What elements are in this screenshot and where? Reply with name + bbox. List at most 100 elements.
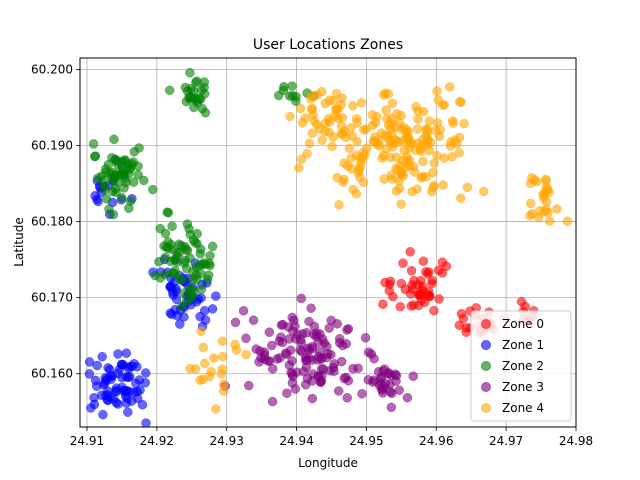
data-point (448, 118, 458, 128)
data-point (406, 265, 417, 276)
data-point (317, 86, 327, 97)
data-point (444, 82, 455, 92)
x-tick-label: 24.98 (559, 434, 593, 448)
data-point (438, 180, 448, 190)
data-point (285, 345, 296, 355)
data-point (202, 274, 213, 285)
data-point (393, 137, 404, 147)
data-point (204, 258, 214, 269)
data-point (363, 347, 374, 358)
data-point (139, 175, 149, 186)
data-point (541, 176, 551, 186)
data-point (294, 163, 304, 173)
data-point (129, 147, 140, 157)
data-point (113, 349, 123, 359)
data-point (134, 375, 145, 385)
x-tick-label: 24.96 (419, 434, 453, 448)
data-point (400, 284, 411, 295)
legend-label: Zone 1 (502, 338, 544, 352)
data-point (342, 393, 352, 403)
y-axis-label: Latitude (12, 217, 26, 266)
data-point (339, 158, 349, 168)
data-point (241, 349, 251, 360)
data-point (427, 278, 437, 289)
data-point (344, 143, 355, 154)
data-point (198, 342, 209, 353)
data-point (456, 193, 466, 204)
data-point (207, 304, 218, 314)
data-point (541, 197, 552, 207)
data-point (230, 317, 241, 328)
data-point (199, 77, 210, 87)
data-point (387, 98, 398, 109)
data-point (230, 339, 240, 350)
data-point (154, 256, 164, 267)
data-point (324, 117, 335, 127)
data-point (206, 366, 216, 377)
data-point (91, 381, 102, 391)
data-point (103, 363, 113, 373)
data-point (195, 249, 205, 259)
legend-marker (481, 403, 491, 413)
data-point (88, 139, 99, 149)
data-point (429, 305, 439, 316)
data-point (98, 409, 108, 420)
data-point (118, 166, 128, 177)
legend-marker (481, 319, 491, 329)
data-point (362, 143, 372, 153)
data-point (217, 364, 228, 374)
data-point (324, 323, 334, 333)
data-point (302, 148, 312, 159)
data-point (434, 131, 445, 142)
data-point (398, 258, 408, 268)
data-point (180, 255, 190, 266)
data-point (209, 353, 219, 363)
data-point (429, 180, 439, 191)
data-point (424, 116, 435, 126)
data-point (404, 161, 415, 172)
data-point (461, 323, 472, 333)
data-point (112, 177, 123, 187)
data-point (394, 385, 404, 395)
data-point (207, 241, 218, 252)
data-point (384, 286, 395, 296)
data-point (378, 299, 388, 309)
data-point (542, 184, 553, 195)
data-point (288, 371, 298, 382)
data-point (428, 167, 438, 178)
data-point (313, 371, 324, 382)
data-point (312, 355, 322, 365)
data-point (190, 364, 201, 374)
y-tick-label: 60.190 (31, 138, 73, 152)
data-point (185, 67, 195, 78)
data-point (516, 296, 527, 307)
data-point (306, 303, 316, 313)
series-zone-4 (185, 82, 573, 414)
data-point (328, 132, 339, 142)
data-point (562, 216, 573, 226)
data-point (123, 372, 134, 383)
data-point (211, 291, 221, 301)
data-point (287, 356, 297, 366)
data-point (124, 160, 134, 170)
data-point (141, 418, 151, 427)
data-point (355, 172, 365, 183)
data-point (175, 274, 185, 284)
data-point (544, 216, 555, 226)
data-point (337, 112, 348, 123)
data-point (386, 402, 397, 413)
data-point (367, 110, 378, 120)
data-point (421, 172, 431, 182)
data-point (116, 359, 127, 370)
data-point (290, 321, 300, 332)
y-axis-ticks: 60.160 60.170 60.180 60.190 60.200 (31, 62, 80, 381)
data-point (445, 141, 456, 151)
series-zone-3 (220, 293, 419, 413)
data-point (300, 352, 311, 363)
data-point (422, 127, 433, 137)
data-point (301, 362, 312, 372)
data-point (327, 141, 337, 152)
data-point (385, 276, 396, 287)
data-point (535, 206, 545, 216)
data-point (346, 123, 356, 133)
